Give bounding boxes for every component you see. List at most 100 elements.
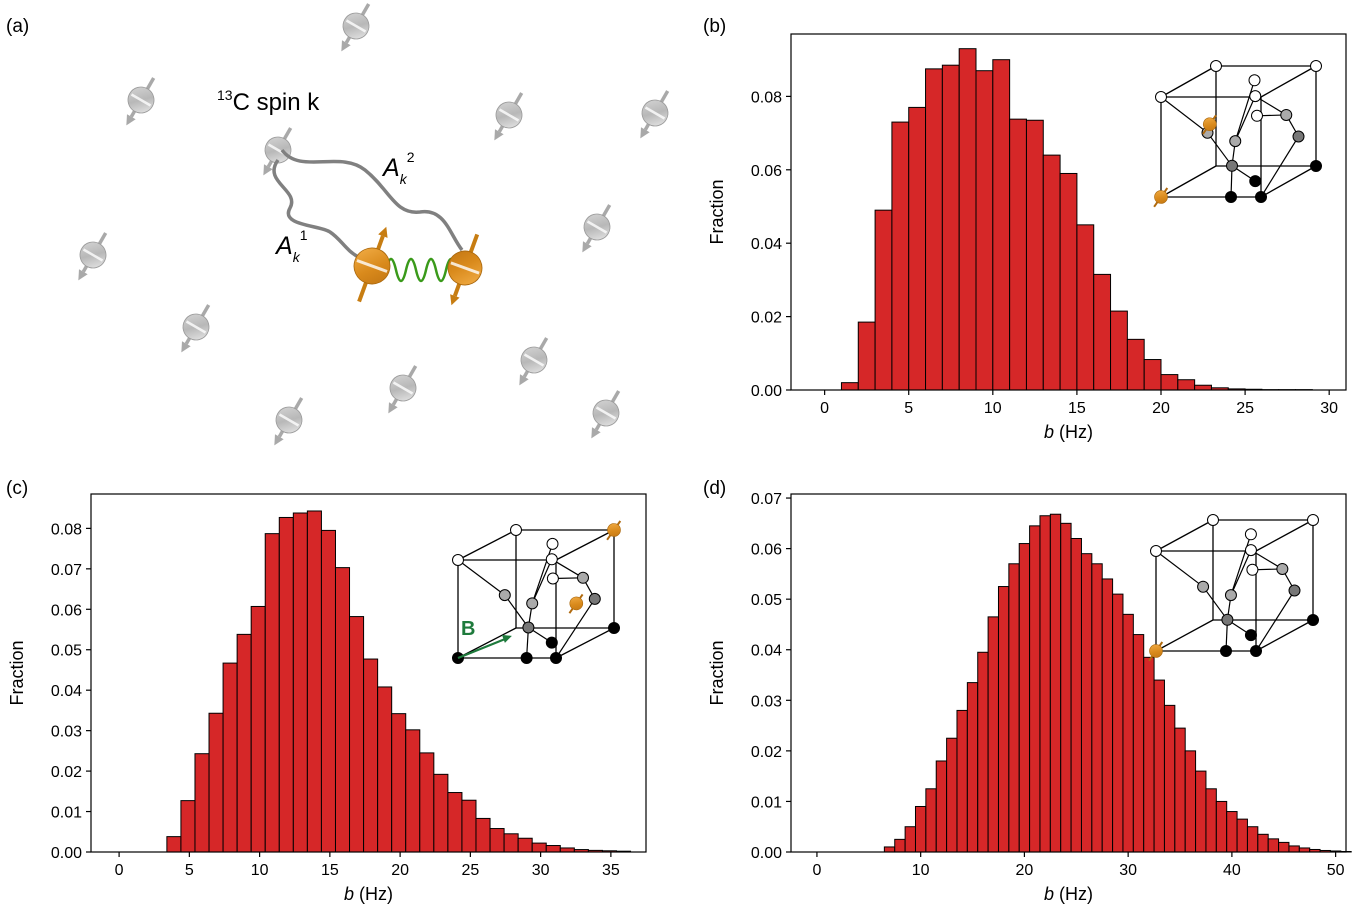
histogram-bar bbox=[914, 805, 927, 853]
spin-arrow-head bbox=[640, 127, 650, 139]
histogram-bar bbox=[1215, 800, 1228, 853]
histogram-bar bbox=[966, 682, 979, 853]
spin-arrow-head bbox=[494, 129, 504, 141]
lattice-atom bbox=[1248, 74, 1261, 87]
lattice-bond bbox=[1207, 132, 1233, 167]
lattice-edge bbox=[1255, 619, 1314, 652]
lattice-edge bbox=[1155, 519, 1214, 552]
lattice-bond bbox=[1160, 96, 1208, 134]
x-tick-label: 15 bbox=[1068, 400, 1086, 417]
lattice-atom bbox=[546, 572, 559, 585]
lattice-bond bbox=[555, 598, 596, 659]
y-tick-label: 0.00 bbox=[751, 383, 782, 400]
histogram-bar bbox=[1226, 811, 1238, 853]
histogram-bar bbox=[447, 792, 463, 853]
histogram-bar bbox=[405, 729, 421, 853]
x-tick-label: 10 bbox=[251, 862, 269, 879]
histogram-bar bbox=[1126, 338, 1145, 391]
lattice-atom bbox=[1224, 589, 1237, 602]
y-tick-label: 0.07 bbox=[51, 562, 82, 579]
defect-spin-icon bbox=[353, 226, 391, 303]
lattice-edge bbox=[1255, 519, 1314, 552]
lattice-bond bbox=[531, 559, 553, 604]
y-tick-label: 0.01 bbox=[751, 794, 782, 811]
coupling-1-main: A bbox=[274, 232, 293, 260]
histogram-bar bbox=[377, 686, 393, 853]
spin-arrow-head bbox=[78, 269, 88, 281]
histogram-bar bbox=[1070, 537, 1082, 853]
histogram-bar bbox=[975, 70, 994, 391]
histogram-bar bbox=[1177, 379, 1196, 391]
x-tick-label: 20 bbox=[1016, 862, 1034, 879]
y-tick-label: 0.04 bbox=[51, 683, 82, 700]
histogram-bar bbox=[857, 321, 876, 391]
spin-sphere-band bbox=[644, 106, 666, 120]
histogram-bar bbox=[1160, 374, 1179, 391]
histogram-bar bbox=[894, 838, 906, 853]
lattice-atom bbox=[520, 652, 533, 664]
lattice-atom bbox=[1197, 580, 1210, 593]
histogram-bar bbox=[925, 788, 937, 853]
histogram-bar bbox=[1278, 841, 1290, 853]
lattice-edge bbox=[1160, 65, 1217, 98]
x-axis-label: b (Hz) bbox=[1044, 884, 1093, 904]
histogram-bar bbox=[292, 512, 308, 853]
y-tick-label: 0.07 bbox=[751, 491, 782, 508]
histogram-bar bbox=[1205, 788, 1217, 853]
coupling-1-sup: 1 bbox=[300, 227, 308, 243]
histogram-bar bbox=[349, 616, 365, 853]
histogram-bar bbox=[1153, 679, 1165, 853]
spin-sphere-band bbox=[586, 220, 608, 234]
lattice-atom bbox=[1307, 514, 1319, 526]
lattice-atom bbox=[1225, 191, 1237, 203]
spin-sphere-band bbox=[356, 259, 388, 273]
histogram-bar bbox=[363, 658, 379, 853]
histogram-bar bbox=[908, 106, 927, 391]
lattice-atom bbox=[510, 524, 522, 536]
x-tick-label: 20 bbox=[391, 862, 409, 879]
y-tick-label: 0.06 bbox=[51, 602, 82, 619]
histogram-bar bbox=[503, 833, 519, 853]
x-tick-label: 40 bbox=[1223, 862, 1241, 879]
histogram-bar bbox=[1059, 172, 1078, 391]
coupling-2-main: A bbox=[381, 154, 400, 182]
panel-label-c: (c) bbox=[6, 478, 28, 499]
histogram-bar bbox=[1143, 656, 1155, 853]
histogram-bar bbox=[997, 586, 1010, 853]
histogram-bar bbox=[1194, 384, 1212, 391]
spin-sphere bbox=[1154, 190, 1168, 204]
carbon-13-spin-icon bbox=[640, 90, 670, 139]
spin-sphere-band bbox=[278, 413, 300, 427]
lattice-edge bbox=[1155, 619, 1214, 652]
lattice-atom bbox=[1150, 545, 1162, 557]
spin-k-label: 13C spin k bbox=[217, 87, 320, 116]
coupling-1-sub: k bbox=[293, 249, 301, 265]
histogram-bar bbox=[1080, 553, 1093, 853]
field-arrow-shaft bbox=[457, 636, 509, 660]
lattice-atom bbox=[498, 589, 511, 602]
histogram-bar bbox=[1257, 833, 1269, 853]
lattice-atom bbox=[452, 554, 464, 566]
lattice-atom bbox=[1310, 160, 1322, 172]
x-tick-label: 35 bbox=[602, 862, 620, 879]
lattice-atom bbox=[1307, 614, 1319, 626]
lattice-atom bbox=[1244, 528, 1257, 541]
carbon-13-spin-icon bbox=[519, 337, 549, 386]
histogram-bar bbox=[874, 209, 893, 391]
histogram-bar bbox=[1101, 578, 1114, 853]
spin-k-superscript: 13 bbox=[217, 87, 233, 103]
lattice-atom bbox=[1249, 175, 1262, 188]
lattice-bond bbox=[1255, 590, 1296, 652]
histogram-bar bbox=[559, 847, 575, 853]
histogram-bar bbox=[1267, 838, 1280, 853]
histogram-bar bbox=[992, 59, 1011, 391]
carbon-13-spin-icon bbox=[582, 204, 612, 253]
lattice-atom bbox=[1220, 645, 1232, 657]
lattice-edge bbox=[1260, 65, 1317, 98]
defect-spin-icon bbox=[1153, 187, 1169, 208]
y-tick-label: 0.06 bbox=[751, 542, 782, 559]
defect-spin-icon bbox=[1148, 641, 1164, 662]
y-tick-label: 0.01 bbox=[51, 805, 82, 822]
carbon-13-spin-icon bbox=[591, 390, 621, 439]
